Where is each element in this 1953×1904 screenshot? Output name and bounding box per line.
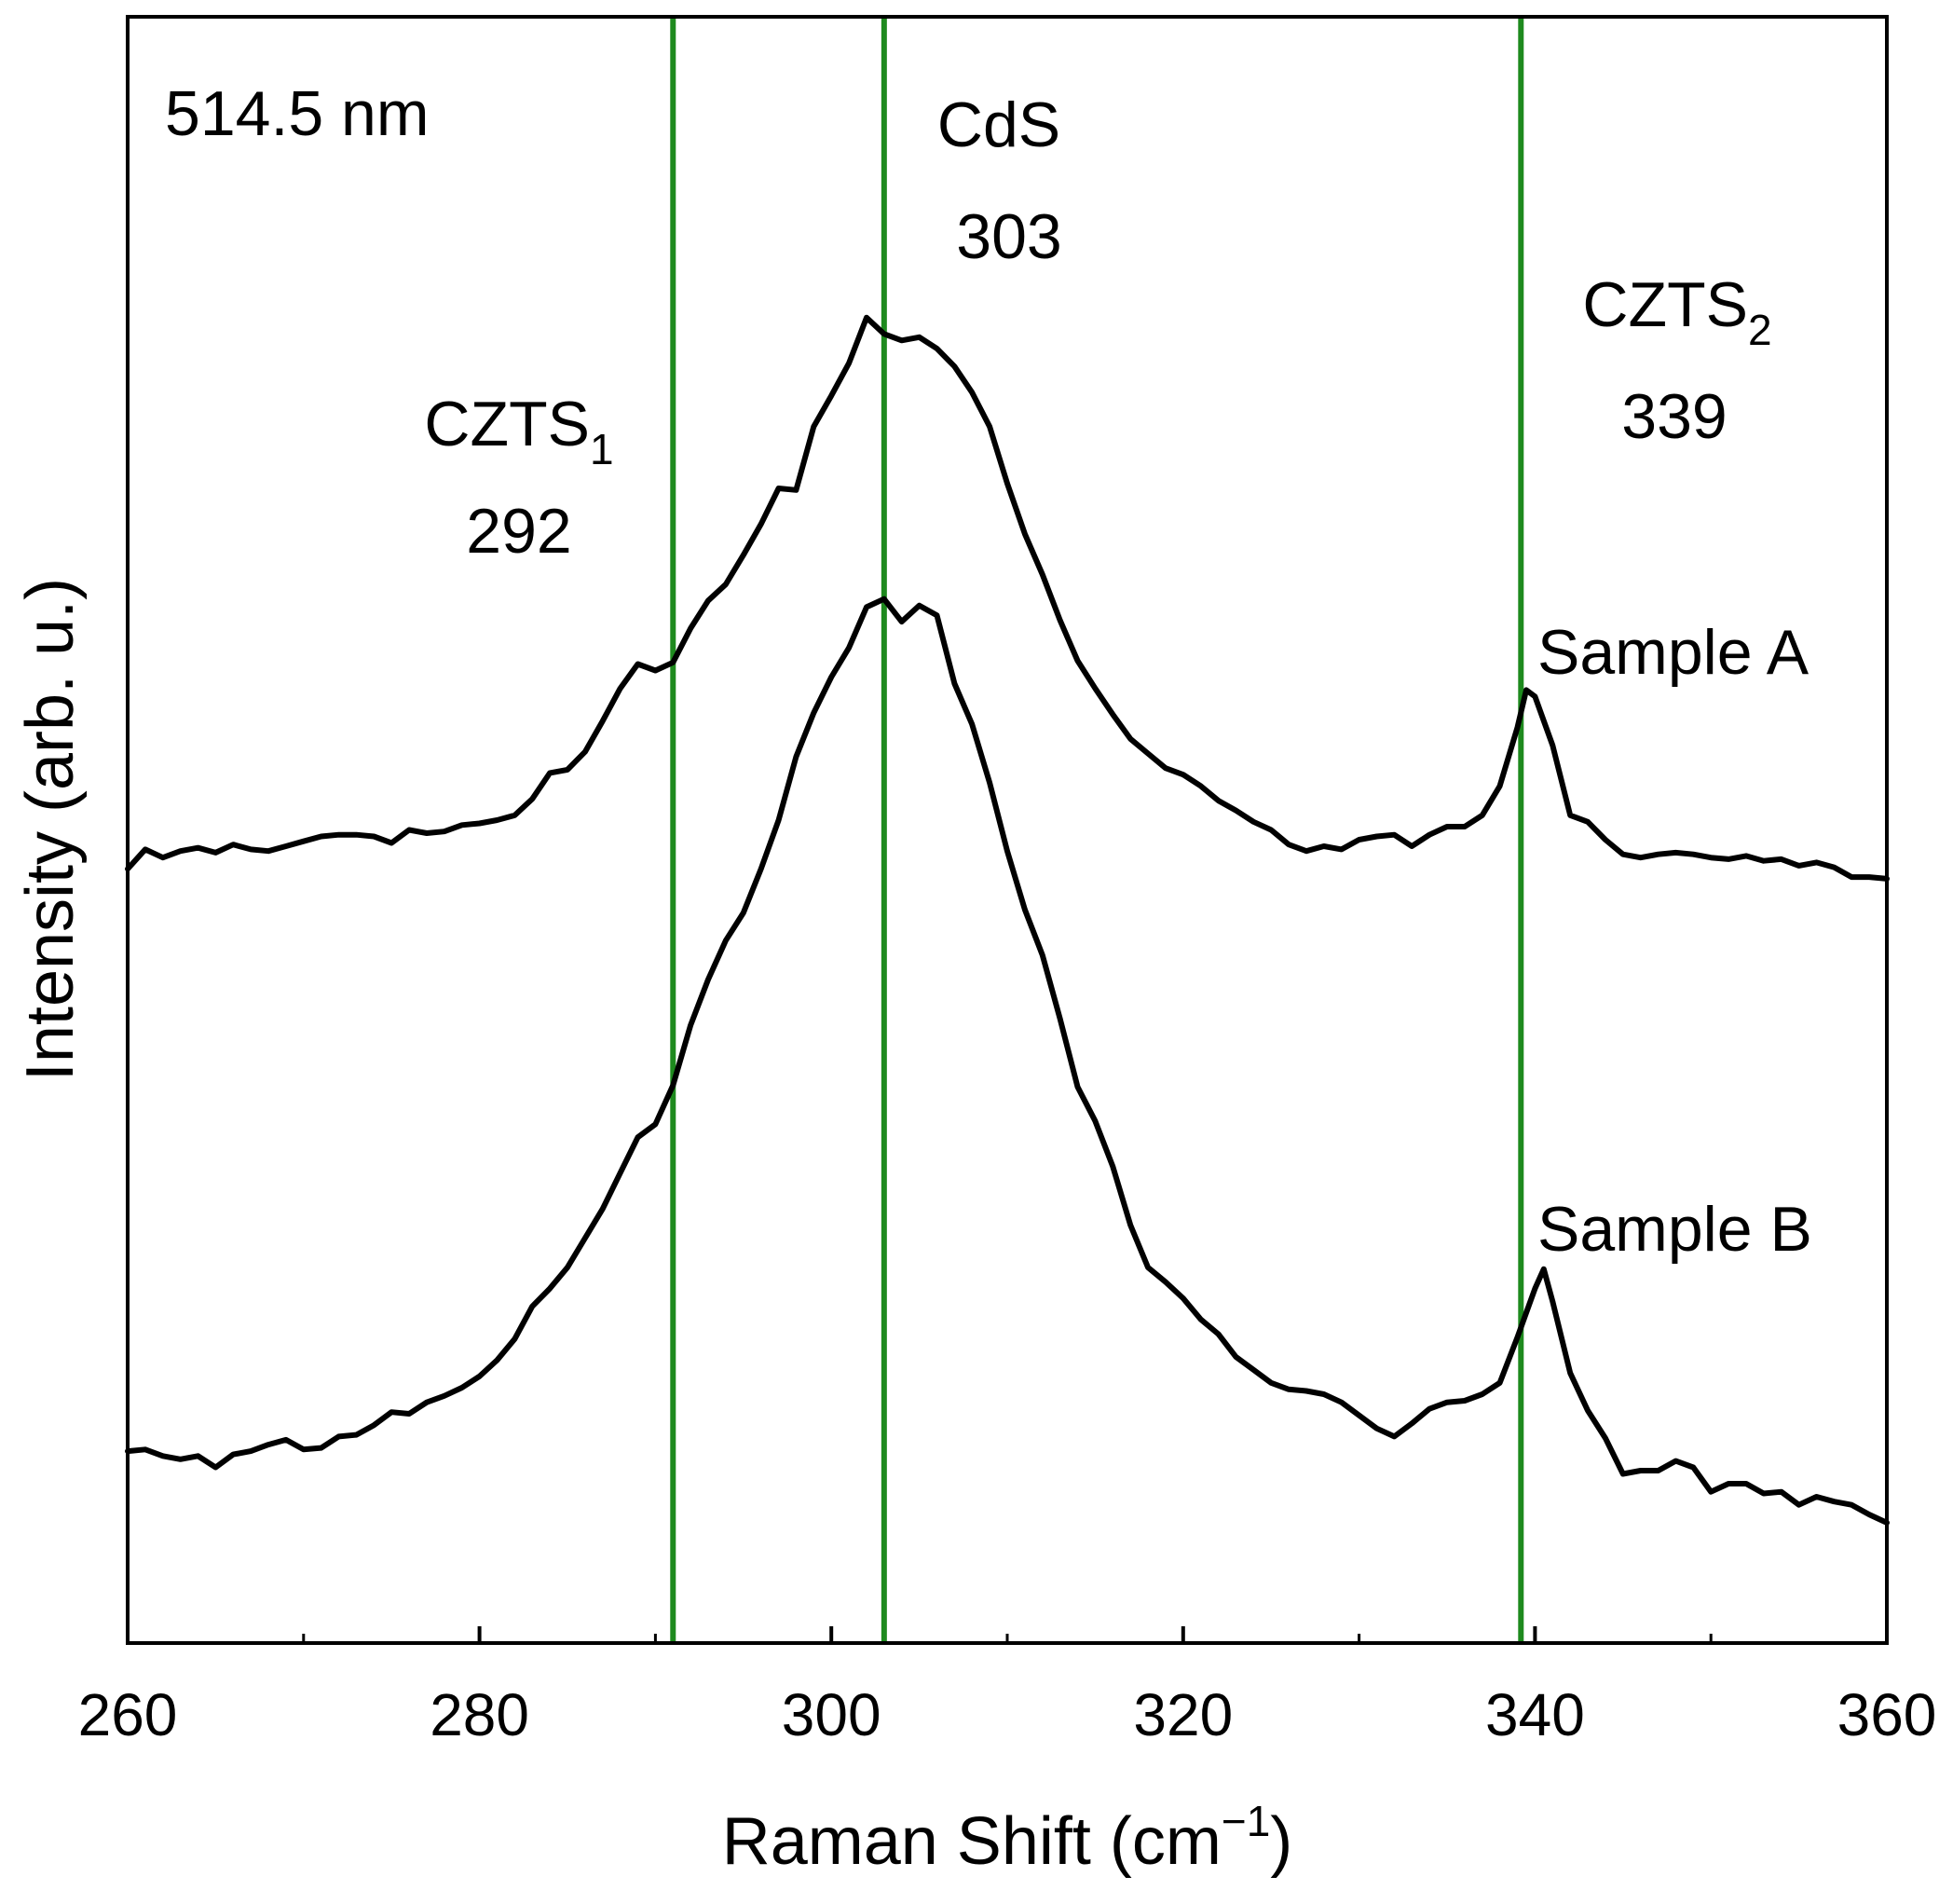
x-tick-label-280: 280: [430, 1681, 529, 1748]
x-tick-label-300: 300: [782, 1681, 881, 1748]
peak-value-1: 303: [956, 201, 1061, 272]
x-axis-ticks: 260 280 300 320 340 360: [78, 1626, 1937, 1748]
peak-name-1: CdS: [937, 89, 1060, 160]
series-line-sample-a: [125, 314, 1890, 882]
x-tick-label-340: 340: [1485, 1681, 1585, 1748]
excitation-label: 514.5 nm: [165, 78, 430, 149]
x-axis-title: Raman Shift (cm−1): [722, 1797, 1293, 1879]
peak-name-0: CZTS1: [424, 389, 613, 473]
peak-value-0: 292: [466, 496, 571, 567]
peak-name-2: CZTS2: [1582, 269, 1771, 354]
x-tick-label-320: 320: [1133, 1681, 1233, 1748]
series-label-0: Sample A: [1537, 617, 1810, 688]
peak-value-2: 339: [1621, 381, 1727, 452]
x-tick-label-260: 260: [78, 1681, 178, 1748]
series-labels: Sample A Sample B: [1537, 617, 1812, 1265]
series-label-1: Sample B: [1537, 1194, 1812, 1265]
series-layer: [125, 314, 1890, 1526]
peak-annotations: CZTS1 292 CdS 303 CZTS2 339: [424, 89, 1771, 567]
x-tick-label-360: 360: [1837, 1681, 1937, 1748]
y-axis-title: Intensity (arb. u.): [13, 578, 88, 1081]
series-line-sample-b: [125, 596, 1890, 1526]
reference-lines: [670, 17, 1524, 1643]
